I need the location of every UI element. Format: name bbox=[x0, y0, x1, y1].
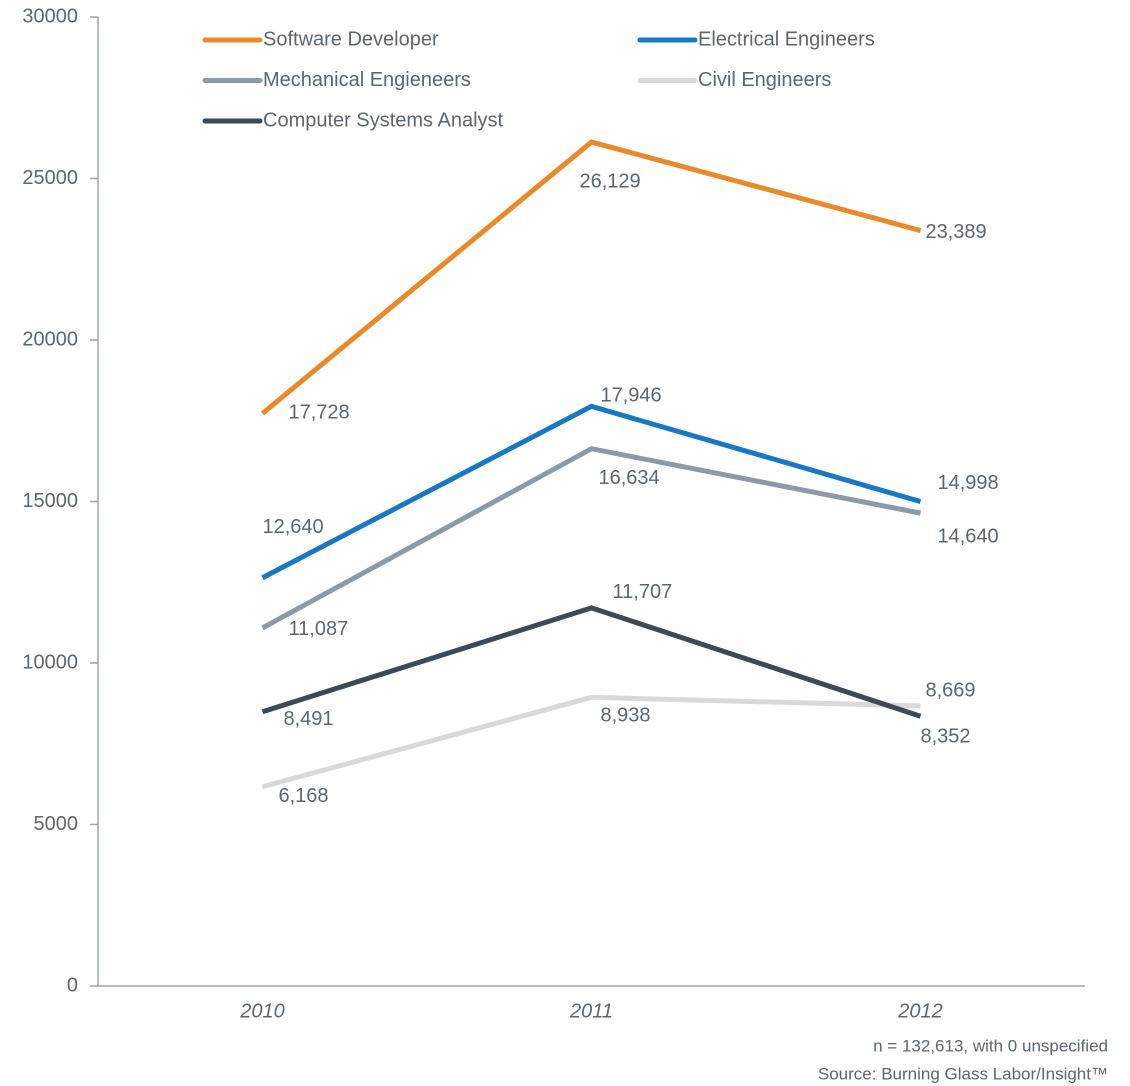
y-tick-label: 20000 bbox=[22, 328, 78, 350]
y-tick-label: 30000 bbox=[22, 5, 78, 27]
data-label: 8,938 bbox=[601, 705, 651, 727]
series-line bbox=[261, 403, 922, 580]
legend-label: Electrical Engineers bbox=[698, 28, 875, 50]
legend-label: Software Developer bbox=[263, 28, 439, 50]
data-label: 12,640 bbox=[263, 516, 324, 538]
x-tick-label: 2010 bbox=[239, 1000, 285, 1022]
y-tick-label: 5000 bbox=[34, 813, 79, 835]
y-tick-label: 10000 bbox=[22, 651, 78, 673]
legend-label: Mechanical Engieneers bbox=[263, 69, 471, 91]
series-line bbox=[261, 694, 921, 790]
data-label: 8,491 bbox=[284, 708, 334, 730]
y-tick-label: 15000 bbox=[22, 490, 78, 512]
note: n = 132,613, with 0 unspecified bbox=[873, 1036, 1108, 1055]
series-line bbox=[261, 446, 921, 631]
series-line bbox=[260, 139, 922, 416]
x-tick-label: 2011 bbox=[569, 1000, 613, 1022]
note: Source: Burning Glass Labor/Insight™ bbox=[818, 1064, 1108, 1083]
y-tick-label: 25000 bbox=[22, 167, 78, 189]
legend-label: Civil Engineers bbox=[698, 69, 831, 91]
x-tick-label: 2012 bbox=[897, 1000, 943, 1022]
data-label: 23,389 bbox=[926, 221, 987, 243]
data-label: 8,669 bbox=[926, 679, 976, 701]
data-label: 14,640 bbox=[938, 525, 999, 547]
data-label: 6,168 bbox=[279, 785, 329, 807]
data-label: 8,352 bbox=[921, 726, 971, 748]
data-label: 11,707 bbox=[613, 581, 673, 603]
data-label: 14,998 bbox=[938, 472, 999, 494]
data-label: 11,087 bbox=[289, 618, 349, 640]
data-label: 17,728 bbox=[289, 402, 350, 424]
data-label: 26,129 bbox=[580, 170, 641, 192]
legend-label: Computer Systems Analyst bbox=[263, 109, 504, 131]
data-label: 16,634 bbox=[599, 467, 660, 489]
data-label: 17,946 bbox=[601, 385, 662, 407]
series-line bbox=[261, 605, 922, 719]
y-tick-label: 0 bbox=[67, 974, 78, 996]
